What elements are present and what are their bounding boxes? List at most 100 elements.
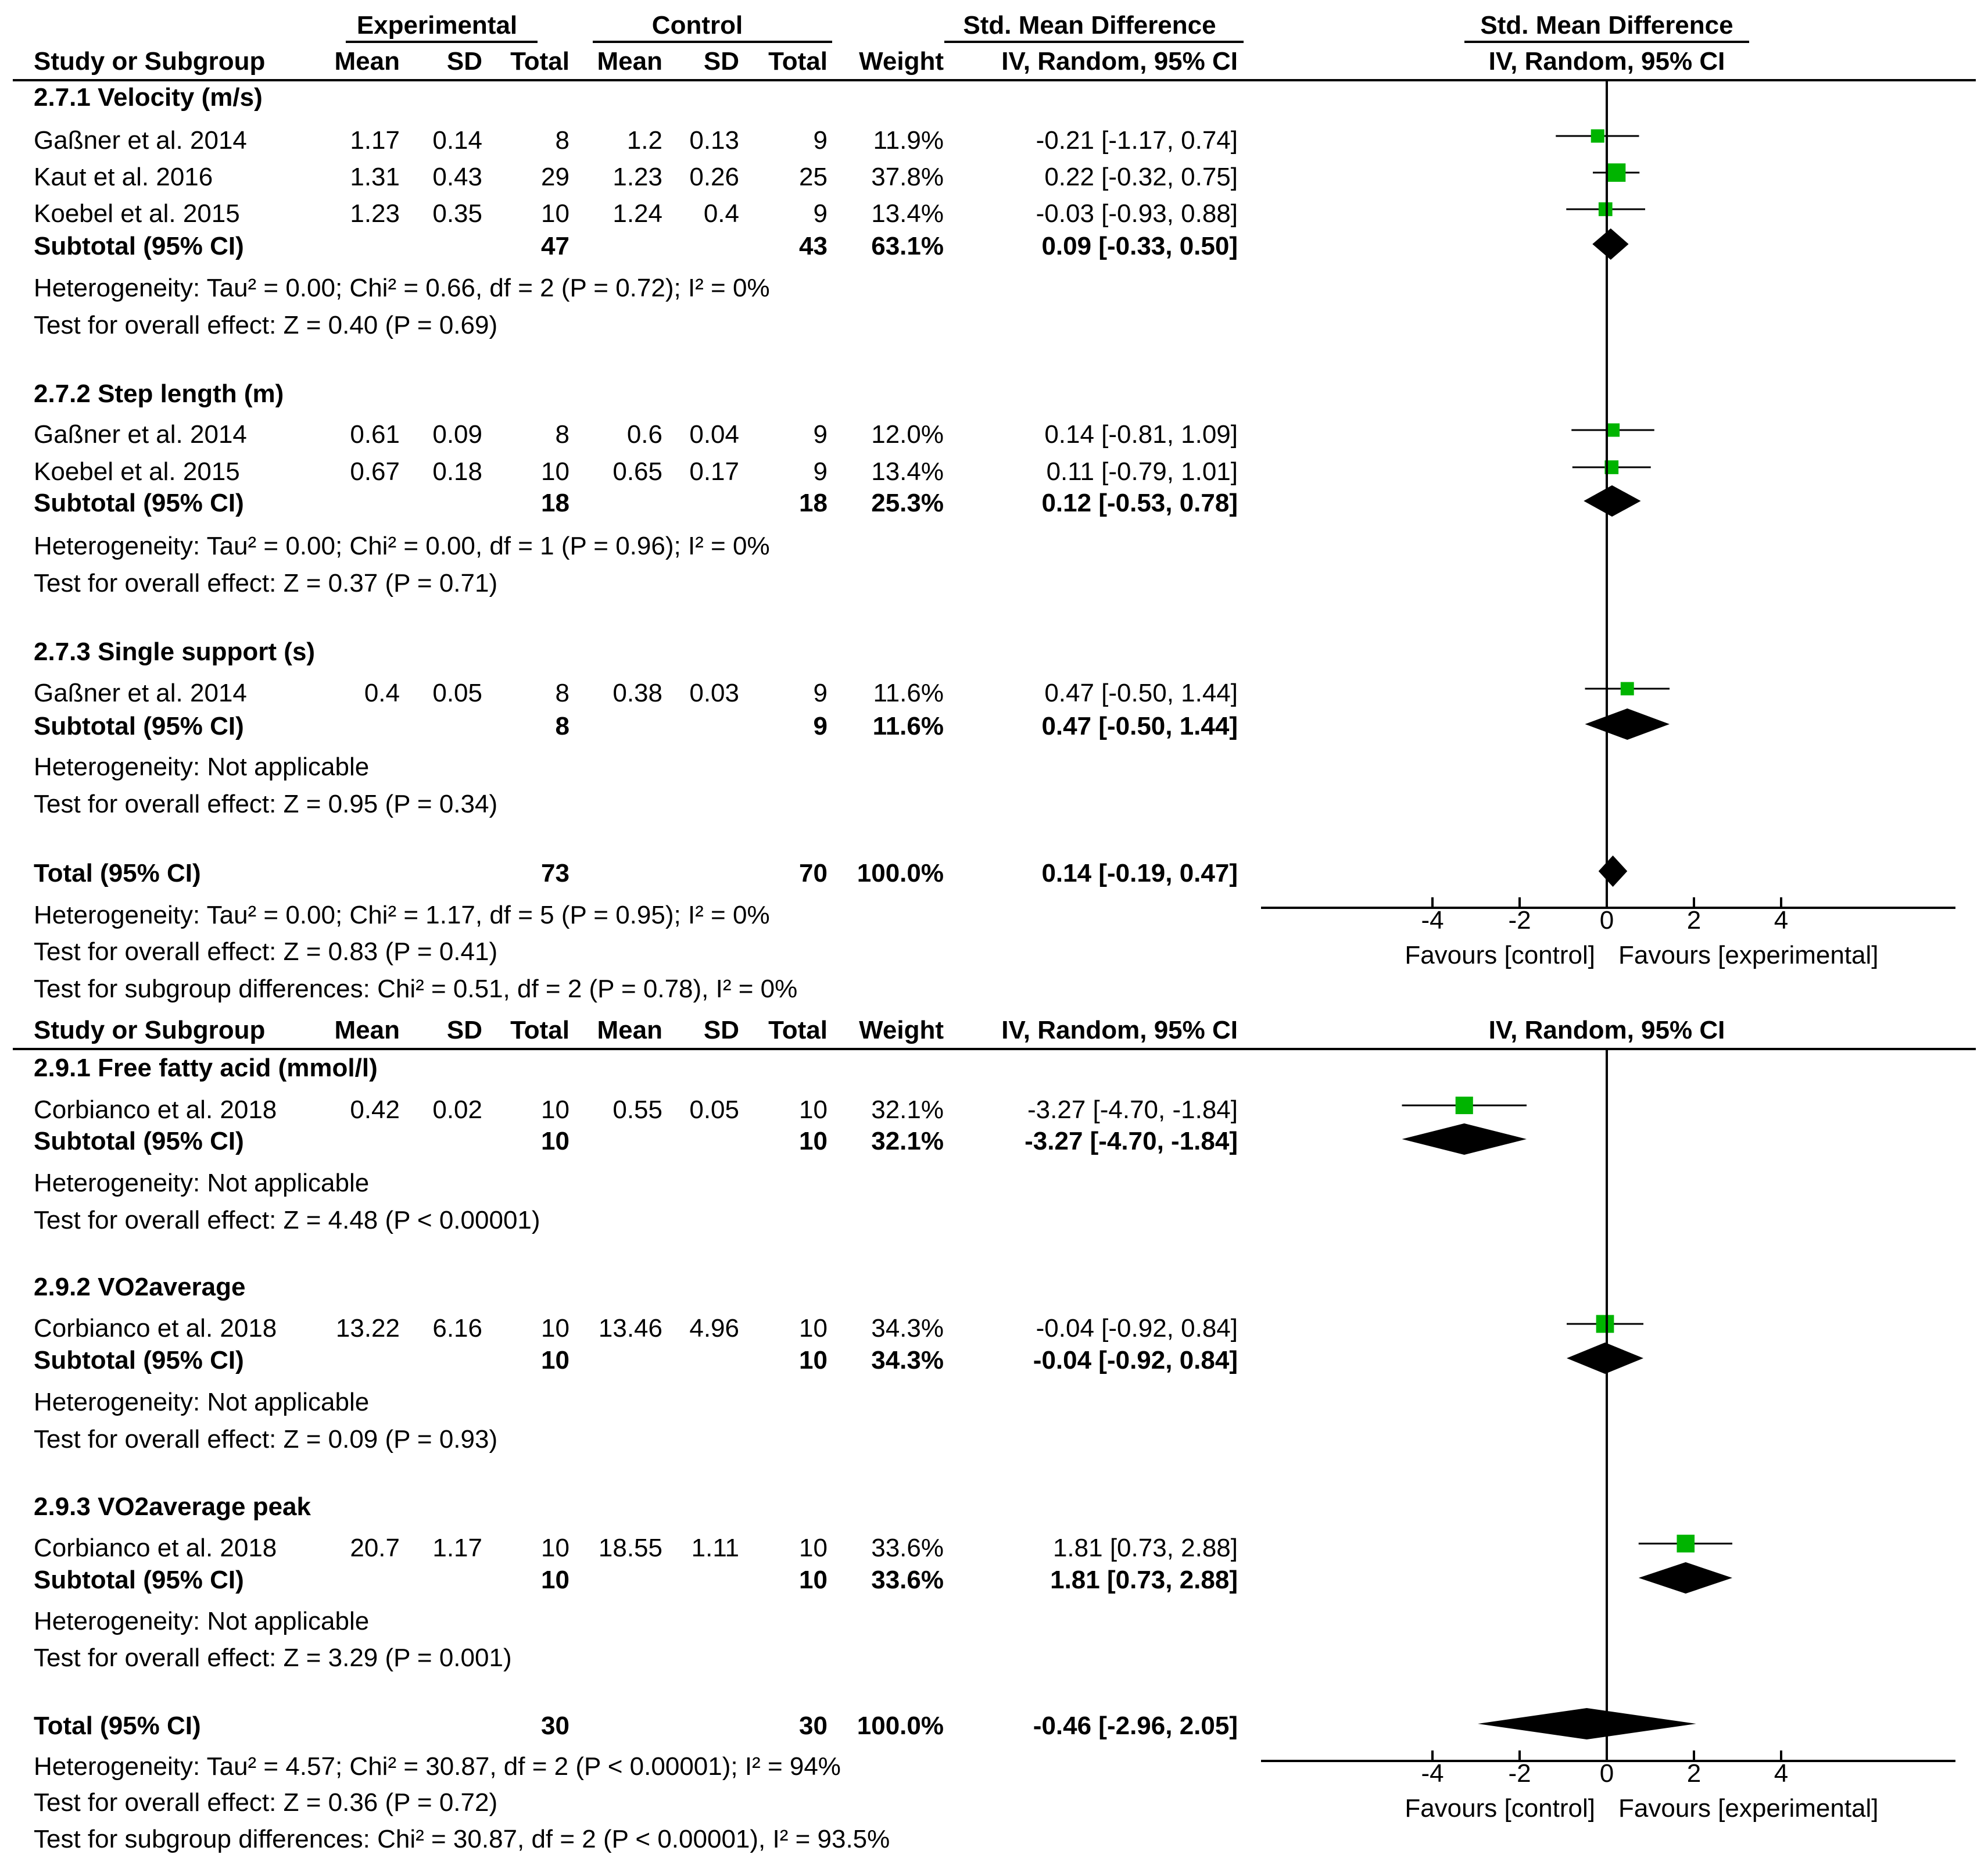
overall-effect-test: Test for overall effect: Z = 0.40 (P = 0… bbox=[34, 311, 498, 339]
study-name: Koebel et al. 2015 bbox=[34, 457, 240, 486]
subtotal-weight: 33.6% bbox=[871, 1566, 944, 1594]
col-header-ci: IV, Random, 95% CI bbox=[1001, 47, 1238, 76]
total-overall-effect-test: Test for overall effect: Z = 0.36 (P = 0… bbox=[34, 1788, 498, 1817]
control-mean: 0.38 bbox=[612, 679, 662, 707]
subgroup-differences-test: Test for subgroup differences: Chi² = 30… bbox=[34, 1825, 890, 1853]
subtotal-control-total: 18 bbox=[799, 489, 828, 517]
subtotal-ci-text: -3.27 [-4.70, -1.84] bbox=[1025, 1127, 1238, 1155]
study-name: Koebel et al. 2015 bbox=[34, 199, 240, 228]
total-weight: 100.0% bbox=[857, 1712, 944, 1740]
subtotal-experimental-total: 10 bbox=[541, 1346, 569, 1374]
subtotal-experimental-total: 10 bbox=[541, 1566, 569, 1594]
study-weight: 11.9% bbox=[873, 126, 944, 155]
study-name: Corbianco et al. 2018 bbox=[34, 1096, 277, 1124]
control-mean: 0.65 bbox=[612, 457, 662, 486]
control-sd: 0.03 bbox=[689, 679, 739, 707]
study-name: Corbianco et al. 2018 bbox=[34, 1314, 277, 1343]
col-header-mean: Mean bbox=[334, 47, 400, 76]
control-total: 9 bbox=[813, 199, 828, 228]
study-effect-marker bbox=[1677, 1534, 1695, 1553]
subtotal-experimental-total: 8 bbox=[555, 712, 569, 740]
heterogeneity-stat: Heterogeneity: Tau² = 0.00; Chi² = 0.66,… bbox=[34, 274, 770, 302]
study-ci-text: -0.04 [-0.92, 0.84] bbox=[1036, 1314, 1238, 1343]
control-mean: 0.55 bbox=[612, 1096, 662, 1124]
experimental-mean: 0.4 bbox=[364, 679, 400, 707]
subtotal-ci-text: 0.47 [-0.50, 1.44] bbox=[1041, 712, 1238, 740]
subgroup-title: 2.9.1 Free fatty acid (mmol/l) bbox=[34, 1054, 378, 1082]
subgroup-differences-test: Test for subgroup differences: Chi² = 0.… bbox=[34, 975, 798, 1003]
study-weight: 12.0% bbox=[871, 420, 944, 449]
overall-effect-test: Test for overall effect: Z = 0.09 (P = 0… bbox=[34, 1425, 498, 1454]
control-mean: 1.23 bbox=[612, 163, 662, 191]
control-total: 10 bbox=[799, 1314, 828, 1343]
total-label: Total (95% CI) bbox=[34, 1712, 201, 1740]
subtotal-control-total: 10 bbox=[799, 1127, 828, 1155]
subtotal-diamond bbox=[1584, 485, 1641, 517]
subtotal-weight: 25.3% bbox=[871, 489, 944, 517]
control-mean: 1.24 bbox=[612, 199, 662, 228]
total-diamond bbox=[1478, 1708, 1696, 1739]
experimental-sd: 6.16 bbox=[432, 1314, 482, 1343]
subtotal-label: Subtotal (95% CI) bbox=[34, 489, 244, 517]
experimental-mean: 1.31 bbox=[350, 163, 400, 191]
study-ci-text: 1.81 [0.73, 2.88] bbox=[1052, 1534, 1238, 1562]
subtotal-label: Subtotal (95% CI) bbox=[34, 1127, 244, 1155]
heterogeneity-stat: Heterogeneity: Not applicable bbox=[34, 753, 370, 781]
control-total: 9 bbox=[813, 679, 828, 707]
experimental-total: 29 bbox=[541, 163, 569, 191]
col-header-mean: Mean bbox=[597, 1016, 662, 1044]
subgroup-title: 2.9.2 VO2average bbox=[34, 1273, 246, 1301]
overall-effect-test: Test for overall effect: Z = 0.37 (P = 0… bbox=[34, 569, 498, 597]
study-name: Corbianco et al. 2018 bbox=[34, 1534, 277, 1562]
axis-tick-label: 0 bbox=[1599, 1759, 1614, 1788]
study-name: Gaßner et al. 2014 bbox=[34, 679, 247, 707]
study-ci-text: -0.03 [-0.93, 0.88] bbox=[1036, 199, 1238, 228]
heterogeneity-stat: Heterogeneity: Not applicable bbox=[34, 1388, 370, 1416]
study-effect-marker bbox=[1607, 163, 1626, 182]
subtotal-weight: 34.3% bbox=[871, 1346, 944, 1374]
overall-effect-test: Test for overall effect: Z = 3.29 (P = 0… bbox=[34, 1644, 512, 1672]
control-sd: 0.04 bbox=[689, 420, 739, 449]
experimental-total: 10 bbox=[541, 457, 569, 486]
experimental-sd: 0.05 bbox=[432, 679, 482, 707]
subtotal-weight: 32.1% bbox=[871, 1127, 944, 1155]
subtotal-control-total: 9 bbox=[813, 712, 828, 740]
control-total: 25 bbox=[799, 163, 828, 191]
plot-axis-line bbox=[1261, 1760, 1955, 1762]
total-ci-text: -0.46 [-2.96, 2.05] bbox=[1033, 1712, 1238, 1740]
total-overall-effect-test: Test for overall effect: Z = 0.83 (P = 0… bbox=[34, 937, 498, 966]
plot-axis-line bbox=[1261, 907, 1955, 909]
experimental-mean: 0.67 bbox=[350, 457, 400, 486]
subtotal-ci-text: 0.09 [-0.33, 0.50] bbox=[1041, 232, 1238, 260]
axis-tick-label: -4 bbox=[1421, 1759, 1444, 1788]
experimental-header-underline bbox=[346, 41, 538, 43]
control-sd: 1.11 bbox=[691, 1534, 739, 1562]
study-effect-marker bbox=[1604, 460, 1619, 474]
total-heterogeneity-stat: Heterogeneity: Tau² = 4.57; Chi² = 30.87… bbox=[34, 1752, 841, 1781]
study-effect-marker bbox=[1455, 1096, 1473, 1115]
subtotal-control-total: 43 bbox=[799, 232, 828, 260]
axis-tick-label: 4 bbox=[1774, 1759, 1789, 1788]
experimental-sd: 0.02 bbox=[432, 1096, 482, 1124]
study-ci-text: -0.21 [-1.17, 0.74] bbox=[1036, 126, 1238, 155]
study-effect-marker bbox=[1596, 1315, 1614, 1333]
subtotal-label: Subtotal (95% CI) bbox=[34, 232, 244, 260]
plot-method-header: IV, Random, 95% CI bbox=[1488, 1016, 1725, 1044]
experimental-sd: 0.35 bbox=[432, 199, 482, 228]
study-weight: 34.3% bbox=[871, 1314, 944, 1343]
axis-tick-label: -2 bbox=[1508, 1759, 1531, 1788]
experimental-total: 8 bbox=[555, 420, 569, 449]
study-weight: 33.6% bbox=[871, 1534, 944, 1562]
experimental-sd: 0.09 bbox=[432, 420, 482, 449]
control-group-header: Control bbox=[651, 11, 743, 40]
col-header-sd: SD bbox=[703, 47, 739, 76]
effect-header-underline bbox=[944, 41, 1244, 43]
experimental-mean: 0.42 bbox=[350, 1096, 400, 1124]
heterogeneity-stat: Heterogeneity: Tau² = 0.00; Chi² = 0.00,… bbox=[34, 532, 770, 560]
study-weight: 13.4% bbox=[871, 199, 944, 228]
total-control-total: 30 bbox=[799, 1712, 828, 1740]
subtotal-diamond bbox=[1402, 1123, 1527, 1155]
overall-effect-test: Test for overall effect: Z = 4.48 (P < 0… bbox=[34, 1206, 540, 1234]
experimental-total: 10 bbox=[541, 199, 569, 228]
